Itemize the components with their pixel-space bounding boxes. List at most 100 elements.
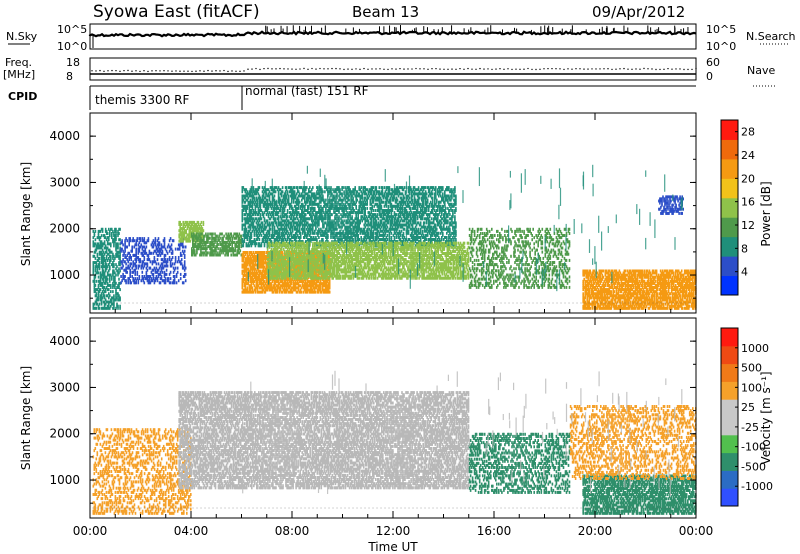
range-cell: [251, 261, 254, 265]
range-cell: [228, 243, 230, 246]
range-cell: [203, 234, 205, 238]
range-cell: [207, 234, 209, 238]
noise-sky-line: [88, 30, 697, 38]
range-cell: [281, 284, 284, 288]
range-cell: [161, 279, 164, 283]
range-cell: [248, 238, 251, 241]
range-cell: [106, 240, 109, 244]
range-cell: [179, 227, 181, 231]
range-cell: [317, 186, 319, 190]
range-cell: [176, 270, 179, 274]
range-cell: [119, 296, 121, 300]
range-cell: [249, 227, 252, 231]
range-cell: [283, 282, 286, 286]
range-cell: [100, 252, 103, 256]
range-cell: [307, 288, 310, 292]
range-cell: [111, 275, 113, 279]
range-cell: [133, 262, 135, 266]
range-cell: [210, 251, 212, 255]
range-cell: [286, 280, 289, 284]
range-cell: [257, 269, 260, 273]
range-cell: [263, 269, 266, 273]
range-cell: [118, 286, 120, 289]
range-cell: [199, 238, 201, 242]
range-cell: [233, 236, 235, 240]
range-cell: [98, 236, 101, 240]
range-cell: [338, 215, 340, 219]
range-cell: [244, 221, 247, 225]
range-cell: [284, 288, 287, 292]
range-cell: [164, 253, 167, 257]
range-cell: [116, 252, 118, 256]
range-cell: [289, 290, 292, 294]
range-cell: [250, 261, 253, 265]
range-cell: [94, 288, 97, 292]
range-cell: [96, 302, 99, 306]
range-cell: [113, 306, 115, 310]
range-cell: [109, 267, 111, 271]
range-cell: [189, 225, 192, 228]
range-cell: [94, 300, 97, 304]
range-cell: [294, 280, 297, 284]
range-cell: [261, 259, 264, 263]
range-cell: [286, 278, 289, 282]
range-cell: [252, 251, 255, 254]
range-cell: [194, 251, 196, 255]
range-cell: [245, 227, 248, 231]
range-cell: [245, 288, 248, 292]
range-cell: [242, 223, 245, 227]
range-cell: [219, 236, 221, 240]
range-cell: [250, 186, 253, 190]
freq-unit-label: [MHz]: [3, 68, 35, 81]
range-cell: [144, 247, 147, 251]
range-cell: [258, 278, 261, 282]
range-cell: [95, 244, 98, 248]
range-cell: [147, 237, 150, 241]
range-cell: [122, 277, 124, 281]
range-cell: [166, 260, 169, 264]
range-cell: [285, 288, 288, 292]
range-cell: [127, 277, 129, 281]
range-cell: [242, 290, 245, 294]
range-cell: [109, 232, 111, 235]
range-cell: [108, 256, 110, 260]
range-cell: [197, 223, 200, 226]
range-cell: [220, 251, 222, 255]
range-cell: [231, 238, 233, 242]
range-cell: [166, 277, 169, 281]
range-cell: [323, 282, 326, 286]
range-cell: [182, 266, 185, 270]
nave-dot: [323, 68, 325, 70]
range-cell: [220, 232, 222, 236]
range-cell: [102, 265, 105, 269]
range-cell: [325, 284, 328, 288]
range-cell: [231, 245, 233, 249]
range-cell: [192, 229, 195, 233]
range-cell: [278, 290, 281, 294]
range-cell: [134, 277, 136, 281]
range-cell: [124, 268, 126, 272]
range-cell: [319, 288, 322, 292]
range-cell: [265, 278, 268, 282]
range-cell: [183, 260, 186, 264]
nave-dot: [491, 68, 493, 71]
range-cell: [258, 261, 261, 265]
range-cell: [213, 238, 215, 242]
range-cell: [281, 186, 284, 190]
range-cell: [122, 264, 124, 268]
range-cell: [163, 275, 166, 278]
range-cell: [242, 194, 245, 198]
range-cell: [128, 258, 130, 262]
range-cell: [187, 233, 190, 237]
range-cell: [98, 263, 101, 267]
range-cell: [163, 258, 166, 262]
range-cell: [211, 243, 213, 246]
range-cell: [110, 259, 112, 262]
range-cell: [331, 213, 333, 217]
range-cell: [244, 227, 247, 231]
nave-dot: [695, 67, 697, 70]
range-cell: [253, 257, 256, 261]
range-cell: [249, 290, 252, 294]
range-cell: [264, 267, 267, 271]
range-cell: [119, 242, 121, 246]
